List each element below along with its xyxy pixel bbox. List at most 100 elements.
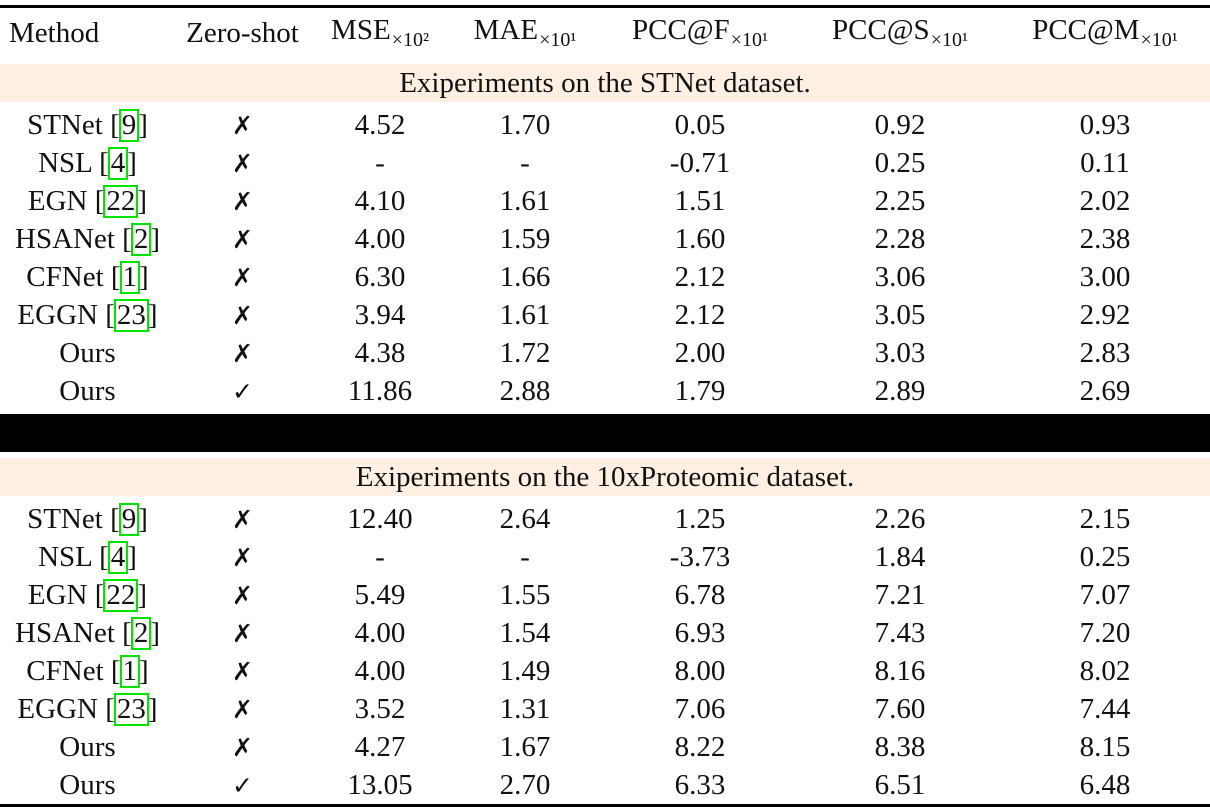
- col-header-mse: MSE×10²: [310, 8, 450, 62]
- table-row: HSANet [2] ✗ 4.00 1.59 1.60 2.28 2.38: [0, 220, 1210, 258]
- metric-value: 2.28: [874, 222, 926, 255]
- metric-value: 7.44: [1079, 692, 1131, 725]
- metric-value: 1.31: [499, 692, 551, 725]
- cross-icon: ✗: [232, 618, 253, 648]
- metric-value: 2.83: [1079, 336, 1131, 369]
- method-cell: CFNet [1]: [0, 258, 175, 296]
- method-cell: Ours: [0, 728, 175, 766]
- table-row: NSL [4] ✗ - - -0.71 0.25 0.11: [0, 144, 1210, 182]
- method-cell: CFNet [1]: [0, 652, 175, 690]
- metric-value: 4.38: [354, 336, 406, 369]
- metric-value: 2.70: [499, 768, 551, 801]
- metric-value: 2.64: [499, 502, 551, 535]
- metric-value: 12.40: [347, 502, 413, 535]
- method-name: NSL: [38, 146, 92, 179]
- citation-link[interactable]: [4]: [99, 146, 137, 180]
- method-name: Ours: [59, 374, 116, 407]
- col-header-label: PCC@S: [832, 14, 930, 46]
- zero-shot-cross-icon: ✗: [175, 538, 310, 576]
- metric-value: 1.51: [674, 184, 726, 217]
- table-row: Ours ✓ 11.86 2.88 1.79 2.89 2.69: [0, 372, 1210, 412]
- col-header-subscript: ×10¹: [930, 29, 968, 51]
- method-name: HSANet: [15, 616, 115, 649]
- metric-value: 4.00: [354, 222, 406, 255]
- results-table: Method Zero-shot MSE×10² MAE×10¹ PCC@F×10¹ PC…: [0, 5, 1210, 807]
- citation-link[interactable]: [23]: [105, 298, 158, 332]
- table-row: Ours ✓ 13.05 2.70 6.33 6.51 6.48: [0, 766, 1210, 804]
- col-header-subscript: ×10²: [391, 29, 429, 51]
- method-cell: EGGN [23]: [0, 296, 175, 334]
- citation-link[interactable]: [2]: [122, 222, 160, 256]
- zero-shot-check-icon: ✓: [175, 766, 310, 804]
- method-name: STNet: [27, 108, 103, 141]
- metric-value: 2.38: [1079, 222, 1131, 255]
- metric-value: -0.71: [669, 146, 731, 179]
- col-header-subscript: ×10¹: [539, 29, 577, 51]
- section-divider-rule: [0, 410, 1210, 455]
- zero-shot-cross-icon: ✗: [175, 144, 310, 182]
- metric-value: 6.33: [674, 768, 726, 801]
- zero-shot-cross-icon: ✗: [175, 498, 310, 538]
- method-cell: NSL [4]: [0, 538, 175, 576]
- citation-link[interactable]: [4]: [99, 540, 137, 574]
- method-name: EGN: [27, 578, 88, 611]
- metric-value: 6.78: [674, 578, 726, 611]
- table-row: HSANet [2] ✗ 4.00 1.54 6.93 7.43 7.20: [0, 614, 1210, 652]
- metric-value: 1.70: [499, 108, 551, 141]
- col-header-label: PCC@F: [632, 14, 730, 46]
- cross-icon: ✗: [232, 732, 253, 762]
- metric-value: 0.25: [1079, 540, 1131, 573]
- table-row: EGGN [23] ✗ 3.52 1.31 7.06 7.60 7.44: [0, 690, 1210, 728]
- metric-value: 2.88: [499, 374, 551, 407]
- section-title: Exiperiments on the STNet dataset.: [0, 58, 1210, 106]
- metric-value: 1.61: [499, 184, 551, 217]
- method-cell: Ours: [0, 766, 175, 804]
- citation-link[interactable]: [22]: [94, 184, 148, 218]
- citation-link[interactable]: [9]: [110, 108, 148, 142]
- table-row: STNet [9] ✗ 12.40 2.64 1.25 2.26 2.15: [0, 498, 1210, 538]
- citation-number: 9: [118, 502, 140, 536]
- section-header-row: Exiperiments on the STNet dataset.: [0, 58, 1210, 106]
- zero-shot-cross-icon: ✗: [175, 104, 310, 144]
- table-row: EGN [22] ✗ 5.49 1.55 6.78 7.21 7.07: [0, 576, 1210, 614]
- zero-shot-check-icon: ✓: [175, 372, 310, 412]
- metric-value: 2.00: [674, 336, 726, 369]
- citation-number: 22: [103, 578, 139, 612]
- section-divider-rule-line: [0, 410, 1210, 455]
- citation-link[interactable]: [2]: [122, 616, 160, 650]
- citation-number: 1: [119, 654, 141, 688]
- citation-link[interactable]: [1]: [110, 654, 149, 688]
- metric-value: 8.02: [1079, 654, 1131, 687]
- metric-value: 6.30: [354, 260, 406, 293]
- citation-link[interactable]: [23]: [105, 692, 158, 726]
- metric-value: 8.38: [874, 730, 926, 763]
- col-header-zero_shot: Zero-shot: [175, 8, 310, 62]
- results-table-grid: Method Zero-shot MSE×10² MAE×10¹ PCC@F×10¹ PC…: [0, 8, 1210, 804]
- zero-shot-cross-icon: ✗: [175, 652, 310, 690]
- method-cell: Ours: [0, 372, 175, 412]
- citation-link[interactable]: [1]: [110, 260, 149, 294]
- metric-value: 5.49: [354, 578, 406, 611]
- metric-value: 4.00: [354, 654, 406, 687]
- zero-shot-cross-icon: ✗: [175, 690, 310, 728]
- citation-link[interactable]: [9]: [110, 502, 148, 536]
- metric-value: 1.72: [499, 336, 551, 369]
- metric-value: 3.03: [874, 336, 926, 369]
- table-row: EGN [22] ✗ 4.10 1.61 1.51 2.25 2.02: [0, 182, 1210, 220]
- top-rule: [0, 5, 1210, 8]
- citation-link[interactable]: [22]: [94, 578, 148, 612]
- metric-value: 2.69: [1079, 374, 1131, 407]
- method-name: Ours: [59, 768, 116, 801]
- metric-value: 1.25: [674, 502, 726, 535]
- method-name: Ours: [59, 336, 116, 369]
- cross-icon: ✗: [232, 224, 253, 254]
- table-row: Ours ✗ 4.27 1.67 8.22 8.38 8.15: [0, 728, 1210, 766]
- method-cell: NSL [4]: [0, 144, 175, 182]
- check-icon: ✓: [232, 376, 253, 406]
- citation-number: 23: [113, 298, 149, 332]
- table-header: Method Zero-shot MSE×10² MAE×10¹ PCC@F×10¹ PC…: [0, 8, 1210, 62]
- metric-value: 2.89: [874, 374, 926, 407]
- citation-number: 9: [118, 108, 140, 142]
- section-title: Exiperiments on the 10xProteomic dataset…: [0, 452, 1210, 500]
- method-cell: EGGN [23]: [0, 690, 175, 728]
